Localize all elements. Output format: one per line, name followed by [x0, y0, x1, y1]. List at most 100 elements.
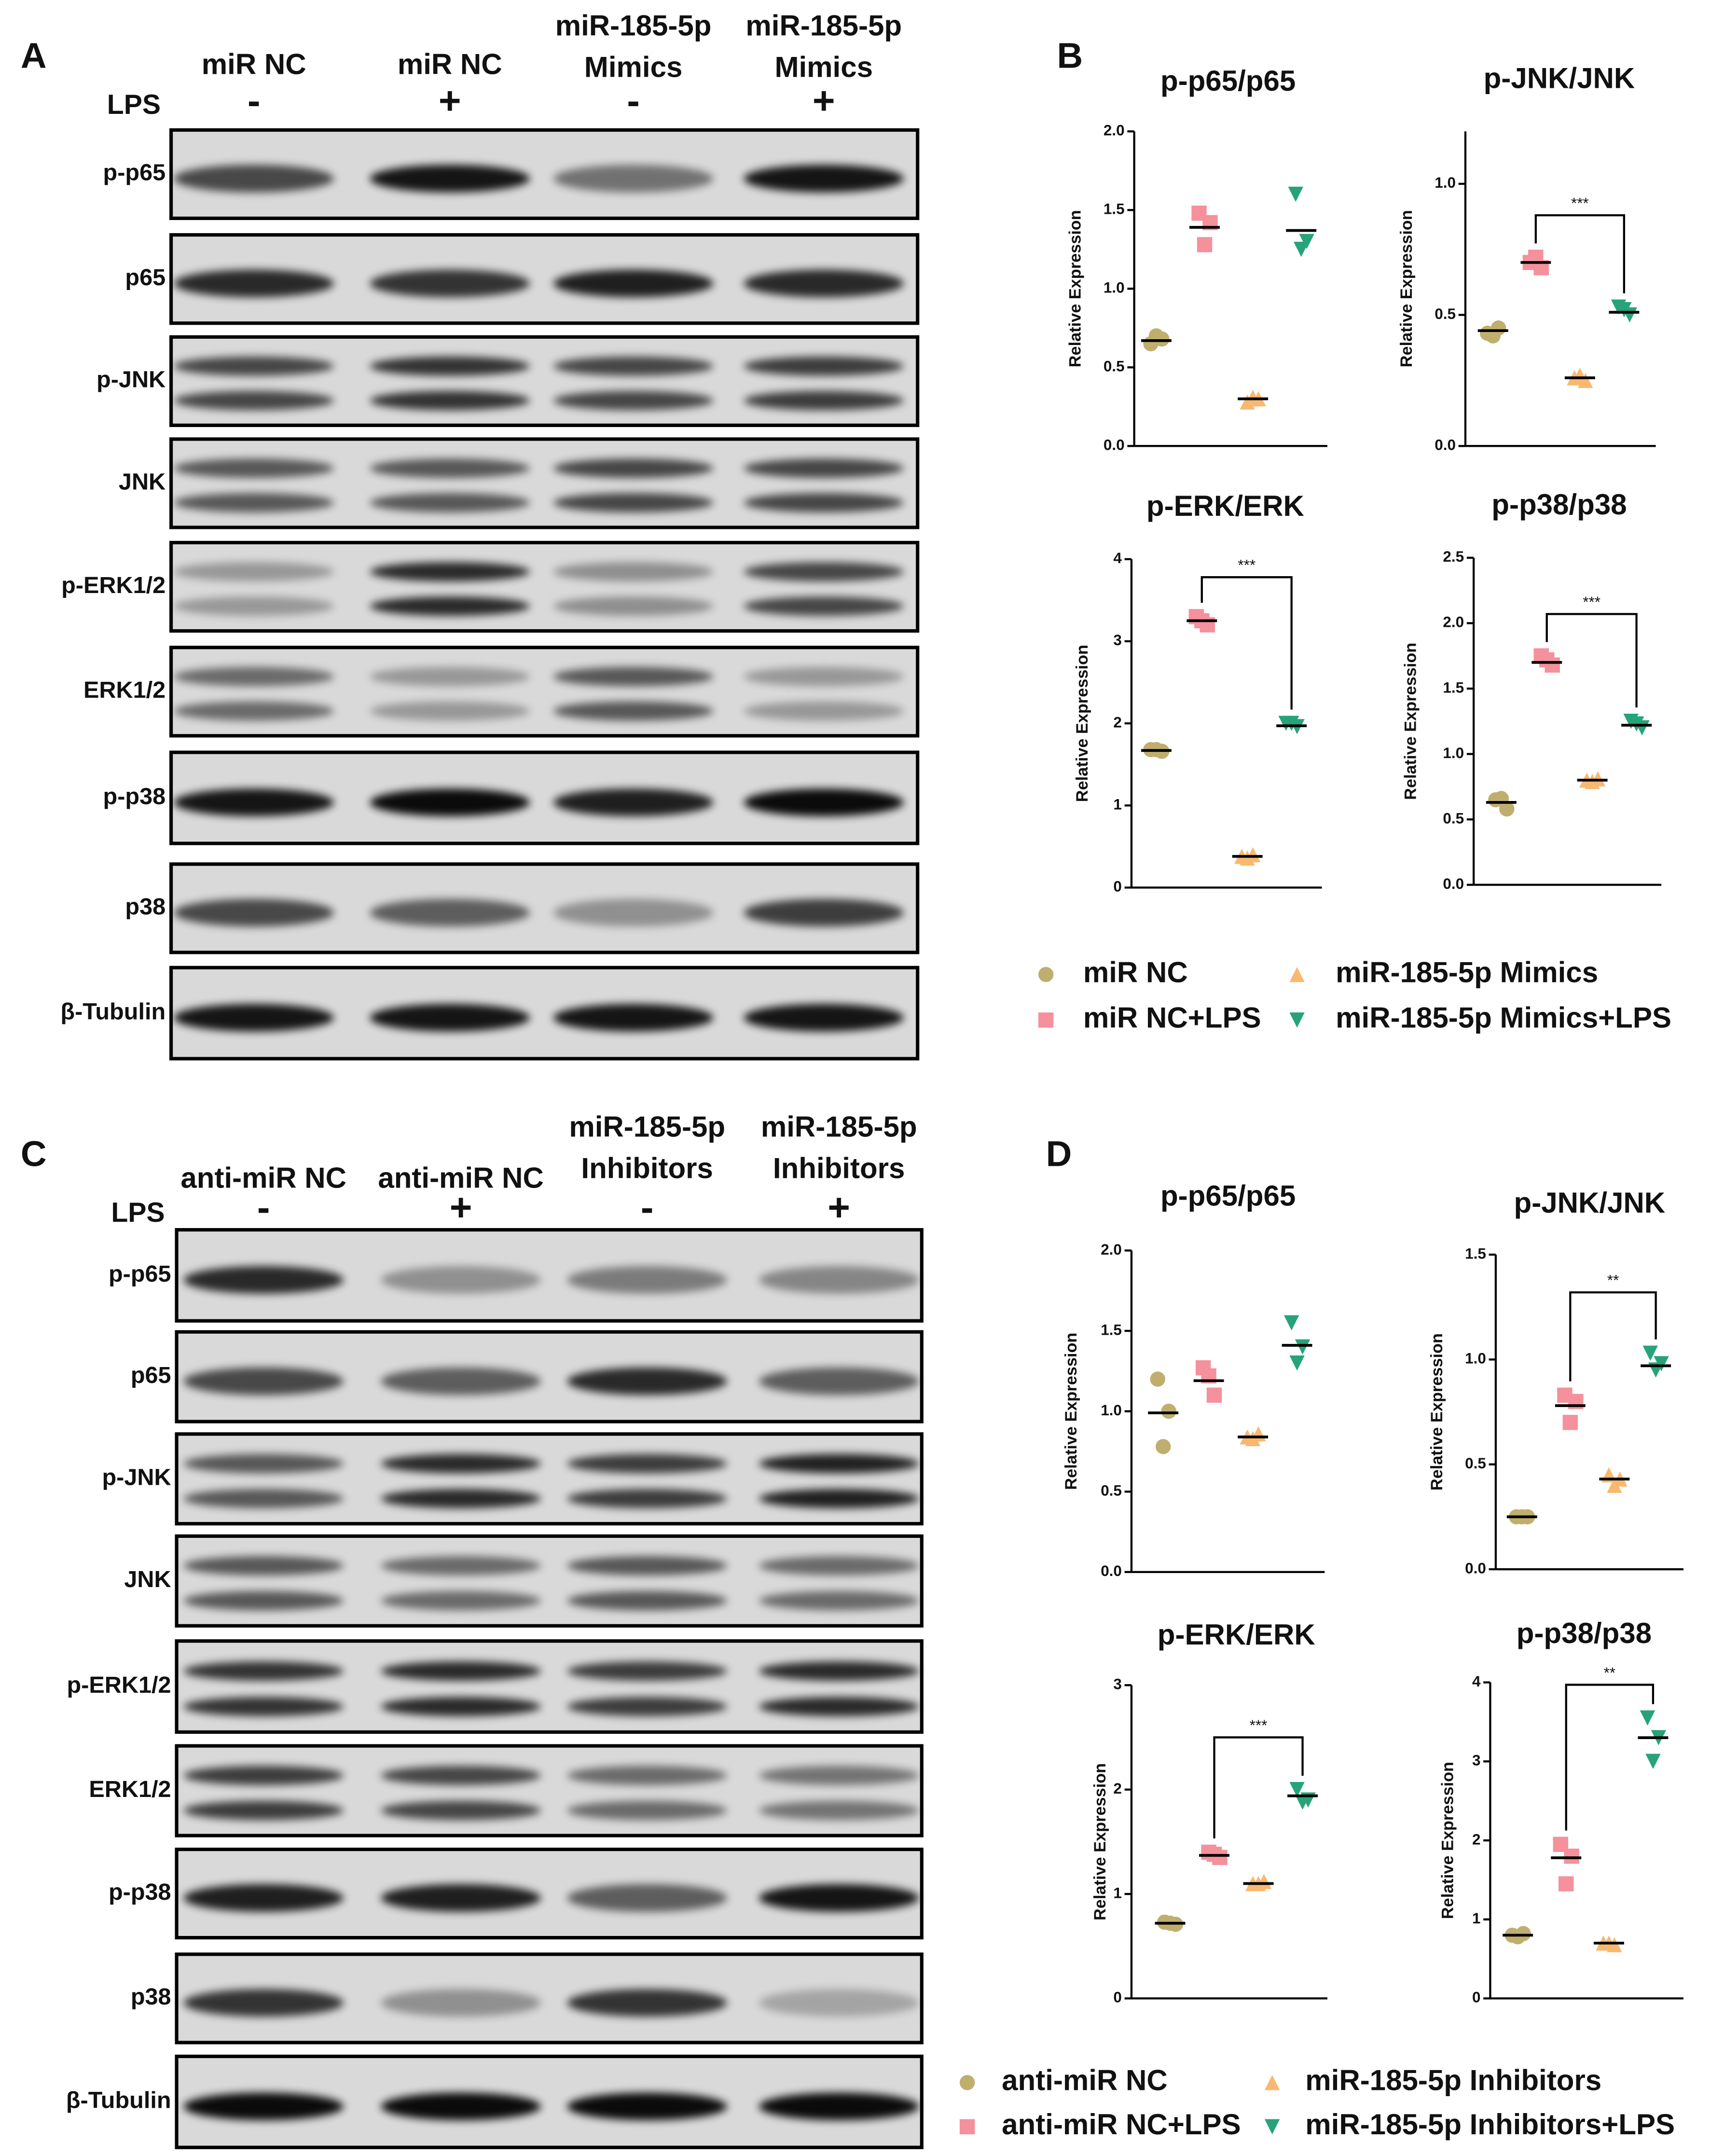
blot-band	[567, 1800, 728, 1820]
blot-band	[553, 667, 714, 687]
blot-band	[744, 1004, 904, 1032]
blot-band	[174, 667, 334, 687]
blot-band	[381, 1454, 541, 1474]
blot-band	[744, 458, 904, 478]
blot-background	[171, 337, 918, 426]
y-tick-label: 0.0	[1465, 1560, 1486, 1576]
blot-row-label: β-Tubulin	[66, 2087, 171, 2114]
blot-band	[567, 1989, 728, 2017]
blot-band	[553, 391, 714, 411]
blot-frame	[175, 2054, 924, 2149]
blot-band	[370, 458, 530, 478]
blot-row-label: p-ERK1/2	[61, 572, 166, 598]
blot-band	[553, 562, 714, 581]
blot-band	[183, 1591, 344, 1611]
y-axis-label: Relative Expression	[1402, 643, 1420, 800]
y-tick-label: 1	[1113, 1884, 1121, 1901]
blot-band	[567, 1266, 728, 1294]
data-point	[1645, 1754, 1661, 1769]
data-point	[1245, 389, 1261, 405]
blot-band	[174, 356, 334, 376]
y-tick-label: 0.0	[1435, 437, 1456, 454]
blot-band	[183, 1556, 344, 1576]
y-tick-label: 2	[1472, 1831, 1480, 1848]
blot-background	[171, 647, 918, 736]
chart-title: p-p38/p38	[1517, 1617, 1652, 1649]
y-tick-label: 0.5	[1104, 358, 1125, 375]
blot-frame	[175, 1952, 924, 2045]
data-point	[1289, 1782, 1305, 1797]
blot-frame	[175, 1847, 924, 1940]
blot-band	[567, 1884, 728, 1912]
blot-row-label: ERK1/2	[83, 677, 166, 703]
y-tick-label: 1.5	[1465, 1245, 1486, 1262]
significance-label: **	[1604, 1664, 1615, 1681]
blot-background	[177, 1746, 922, 1836]
y-tick-label: 0.0	[1101, 1562, 1122, 1579]
data-point	[1289, 1355, 1305, 1371]
legend-marker	[959, 2119, 975, 2135]
significance-bracket	[1213, 1736, 1304, 1838]
y-tick-label: 0	[1113, 878, 1121, 895]
significance-bracket	[1200, 576, 1293, 710]
blot-frame	[169, 862, 920, 954]
data-point	[1197, 237, 1213, 252]
y-tick-label: 0.0	[1443, 875, 1464, 892]
blot-band	[370, 269, 530, 297]
significance-label: ***	[1238, 557, 1256, 574]
y-tick-label: 0.5	[1465, 1455, 1486, 1472]
blot-band	[759, 1454, 919, 1474]
y-axis-label: Relative Expression	[1073, 645, 1091, 802]
lane-label: Inhibitors	[581, 1152, 713, 1184]
legend-marker	[1038, 1012, 1054, 1028]
blot-row-label: ERK1/2	[89, 1776, 171, 1802]
blot-row-label: p-p65	[109, 1261, 171, 1287]
blot-band	[759, 1489, 919, 1508]
y-tick-label: 2.0	[1443, 614, 1464, 631]
blot-band	[183, 1884, 344, 1912]
blot-frame	[169, 966, 920, 1061]
y-axis-label: Relative Expression	[1066, 210, 1085, 367]
blot-band	[553, 165, 714, 193]
blot-band	[381, 1697, 541, 1716]
blot-band	[553, 596, 714, 616]
y-tick-label: 1.0	[1465, 1350, 1486, 1367]
blot-frame	[175, 1744, 924, 1838]
blot-row-label: p-p38	[109, 1879, 171, 1905]
blot-band	[567, 1766, 728, 1785]
blot-band	[759, 2092, 919, 2120]
blot-band	[759, 1661, 919, 1681]
data-point	[1607, 1478, 1622, 1493]
blot-band	[370, 1004, 530, 1032]
blot-band	[567, 1591, 728, 1611]
blot-band	[183, 1766, 344, 1785]
blot-band	[744, 165, 904, 193]
blot-band	[759, 1266, 919, 1294]
data-point	[1640, 1710, 1656, 1726]
lps-sign: -	[627, 79, 640, 122]
significance-bracket	[1569, 1291, 1657, 1382]
blot-band	[183, 1489, 344, 1508]
blot-band	[553, 356, 714, 376]
blot-band	[183, 1266, 344, 1294]
blot-band	[174, 269, 334, 297]
lps-label: LPS	[107, 89, 161, 120]
y-tick-label: 3	[1472, 1752, 1480, 1769]
y-tick-label: 0.5	[1443, 810, 1464, 827]
blot-frame	[175, 1432, 924, 1526]
blot-band	[381, 1661, 541, 1681]
lane-label: miR NC	[202, 48, 306, 81]
data-point	[1283, 716, 1299, 731]
data-point	[1295, 1339, 1311, 1355]
data-point	[1564, 1848, 1579, 1864]
y-tick-label: 1.5	[1443, 679, 1464, 696]
data-point	[1150, 1371, 1165, 1387]
blot-row-label: p-ERK1/2	[67, 1672, 171, 1698]
data-point	[1295, 1794, 1311, 1810]
blot-band	[744, 701, 904, 721]
blot-band	[744, 356, 904, 376]
blot-background	[177, 1641, 922, 1732]
blot-band	[183, 1989, 344, 2017]
blot-row-label: p-JNK	[102, 1465, 171, 1491]
